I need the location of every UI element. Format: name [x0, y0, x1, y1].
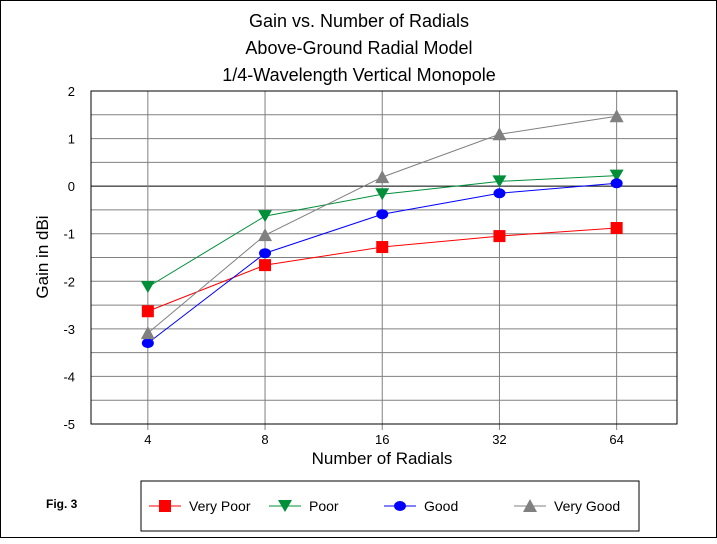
data-point-poor	[492, 175, 507, 188]
legend-marker	[278, 500, 292, 512]
data-point-good	[259, 248, 272, 259]
data-point-very-poor	[376, 241, 389, 254]
legend-label: Very Good	[554, 498, 620, 514]
data-point-poor	[140, 280, 155, 293]
data-point-very-poor	[493, 230, 506, 243]
legend-item-very-good: Very Good	[514, 498, 620, 514]
series-poor	[140, 169, 624, 293]
y-tick-label: -5	[63, 417, 75, 432]
legend-marker	[394, 501, 406, 511]
data-point-very-poor	[610, 222, 623, 235]
legend-item-very-poor: Very Poor	[149, 498, 251, 514]
data-point-very-good	[609, 109, 624, 123]
chart-title-line-2: Above-Ground Radial Model	[245, 38, 472, 58]
data-point-very-good	[258, 228, 273, 242]
y-tick-label: 2	[68, 84, 75, 99]
x-tick-label: 8	[261, 432, 268, 447]
data-point-very-poor	[141, 305, 154, 318]
data-point-very-good	[492, 127, 507, 141]
grid	[91, 90, 677, 430]
legend-item-good: Good	[384, 498, 458, 514]
legend-label: Poor	[309, 498, 339, 514]
chart-title-line-3: 1/4-Wavelength Vertical Monopole	[222, 65, 496, 85]
data-point-good	[610, 178, 623, 189]
series-very-good	[140, 109, 624, 340]
plot-area-border	[90, 90, 678, 425]
legend-label: Very Poor	[189, 498, 251, 514]
x-tick-label: 4	[144, 432, 151, 447]
series-very-poor	[141, 222, 623, 318]
x-tick-label: 16	[375, 432, 389, 447]
x-axis-label: Number of Radials	[312, 449, 453, 468]
y-axis-label: Gain in dBi	[33, 215, 52, 298]
y-tick-label: 1	[68, 132, 75, 147]
data-point-poor	[375, 188, 390, 201]
x-tick-label: 32	[492, 432, 506, 447]
y-tick-label: -4	[63, 369, 75, 384]
series-good	[141, 178, 623, 349]
chart-title-line-1: Gain vs. Number of Radials	[249, 11, 469, 31]
data-point-good	[141, 338, 154, 349]
data-point-poor	[258, 210, 273, 223]
y-tick-label: -3	[63, 322, 75, 337]
legend-marker	[159, 500, 171, 512]
legend-label: Good	[424, 498, 458, 514]
figure-label: Fig. 3	[46, 497, 78, 511]
data-point-very-good	[140, 326, 155, 340]
axes: 4 8 16 32 64 2 1 0 -1 -2 -3 -4 -5	[63, 84, 678, 447]
legend-marker	[523, 499, 537, 512]
data-point-very-good	[375, 170, 390, 184]
data-point-very-poor	[259, 259, 272, 272]
y-tick-label: -1	[63, 227, 75, 242]
legend: Very Poor Poor Good Very Good	[149, 498, 620, 514]
legend-item-poor: Poor	[269, 498, 339, 514]
y-tick-label: 0	[68, 179, 75, 194]
data-point-good	[493, 188, 506, 199]
series-group	[140, 109, 624, 349]
data-point-poor	[609, 169, 624, 182]
y-tick-label: -2	[63, 274, 75, 289]
x-tick-label: 64	[609, 432, 623, 447]
data-point-good	[376, 209, 389, 220]
